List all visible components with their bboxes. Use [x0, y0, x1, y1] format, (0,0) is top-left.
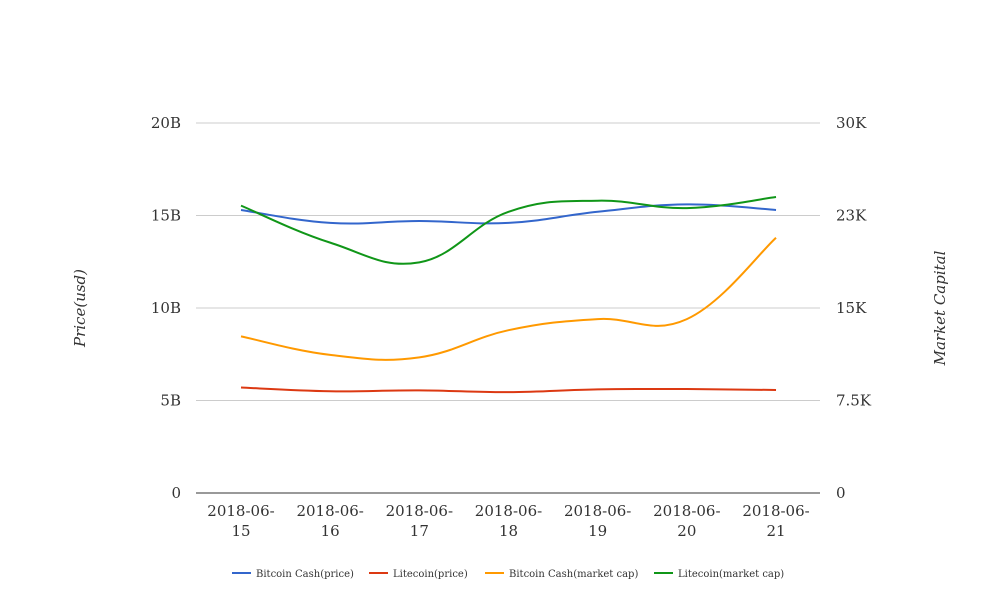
legend-label: Bitcoin Cash(price): [256, 569, 354, 580]
x-tick-label: 2018-06-18: [475, 502, 542, 540]
x-tick-label: 2018-06-16: [296, 502, 363, 540]
left-tick-label: 0: [171, 484, 181, 502]
left-axis-title: Price(usd): [71, 269, 89, 348]
x-tick-label: 2018-06-17: [386, 502, 453, 540]
x-tick-label: 2018-06-19: [564, 502, 631, 540]
series-line-1: [240, 203, 777, 225]
series-lines: [240, 196, 777, 394]
x-axis-ticks: 2018-06-15 2018-06-16 2018-06-17 2018-06-18…: [207, 502, 809, 540]
left-tick-label: 15B: [151, 207, 181, 225]
right-axis-ticks: 0 7.5K 15K 23K 30K: [836, 114, 872, 502]
left-tick-label: 20B: [151, 114, 181, 132]
x-tick-label: 2018-06-20: [653, 502, 720, 540]
x-tick-label: 2018-06-21: [742, 502, 809, 540]
series-line-2: [240, 386, 777, 394]
right-tick-label: 30K: [836, 114, 867, 132]
legend: Bitcoin Cash(price) Litecoin(price) Bitcoi…: [232, 569, 784, 580]
left-tick-label: 10B: [151, 299, 181, 317]
legend-label: Litecoin(price): [393, 569, 468, 580]
right-tick-label: 0: [836, 484, 846, 502]
gridlines: [196, 122, 820, 494]
legend-label: Litecoin(market cap): [678, 569, 784, 580]
legend-label: Bitcoin Cash(market cap): [509, 569, 638, 580]
right-tick-label: 7.5K: [836, 392, 872, 410]
x-tick-label: 2018-06-15: [207, 502, 274, 540]
left-axis-ticks: 0 5B 10B 15B 20B: [151, 114, 181, 502]
right-tick-label: 23K: [836, 207, 867, 225]
series-line-4: [240, 196, 777, 265]
series-line-3: [240, 236, 777, 361]
left-tick-label: 5B: [160, 392, 181, 410]
right-tick-label: 15K: [836, 299, 867, 317]
right-axis-title: Market Capital: [931, 250, 949, 366]
